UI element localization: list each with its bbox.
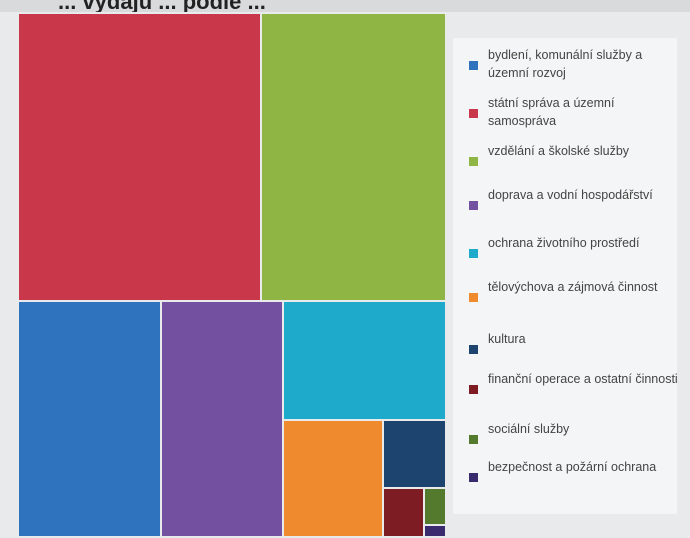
treemap-tile-4	[162, 302, 282, 536]
legend-swatch	[469, 249, 478, 258]
legend-swatch	[469, 385, 478, 394]
treemap-tile-5	[284, 302, 445, 419]
legend-label: doprava a vodní hospodářství	[488, 188, 653, 202]
treemap-tile-2	[19, 14, 260, 300]
legend-label: ochrana životního prostředí	[488, 236, 640, 250]
legend-swatch	[469, 61, 478, 70]
chart-title-fragment: ... výdajů ... podle ...	[0, 0, 690, 12]
legend-label: bydlení, komunální služby a územní rozvo…	[488, 48, 643, 80]
legend-label: bezpečnost a požární ochrana	[488, 460, 657, 474]
legend-swatch	[469, 345, 478, 354]
legend-swatch	[469, 473, 478, 482]
legend-label: sociální služby	[488, 422, 570, 436]
legend: bydlení, komunální služby a územní rozvo…	[453, 38, 678, 514]
legend-swatch	[469, 435, 478, 444]
treemap-tile-10	[425, 526, 445, 536]
legend-label: státní správa a územní samospráva	[488, 96, 615, 128]
treemap-tile-7	[384, 421, 445, 487]
legend-swatch	[469, 201, 478, 210]
legend-label: vzdělání a školské služby	[488, 144, 630, 158]
legend-swatch	[469, 157, 478, 166]
legend-label: tělovýchova a zájmová činnost	[488, 280, 658, 294]
chart-title: ... výdajů ... podle ...	[58, 0, 266, 12]
legend-label: finanční operace a ostatní činnosti	[488, 372, 678, 386]
legend-swatch	[469, 109, 478, 118]
legend-swatch	[469, 293, 478, 302]
treemap-tile-8	[384, 489, 423, 536]
treemap-tile-9	[425, 489, 445, 524]
legend-label: kultura	[488, 332, 526, 346]
treemap-tile-3	[262, 14, 445, 300]
treemap-tile-1	[19, 302, 160, 536]
treemap-tile-6	[284, 421, 382, 536]
